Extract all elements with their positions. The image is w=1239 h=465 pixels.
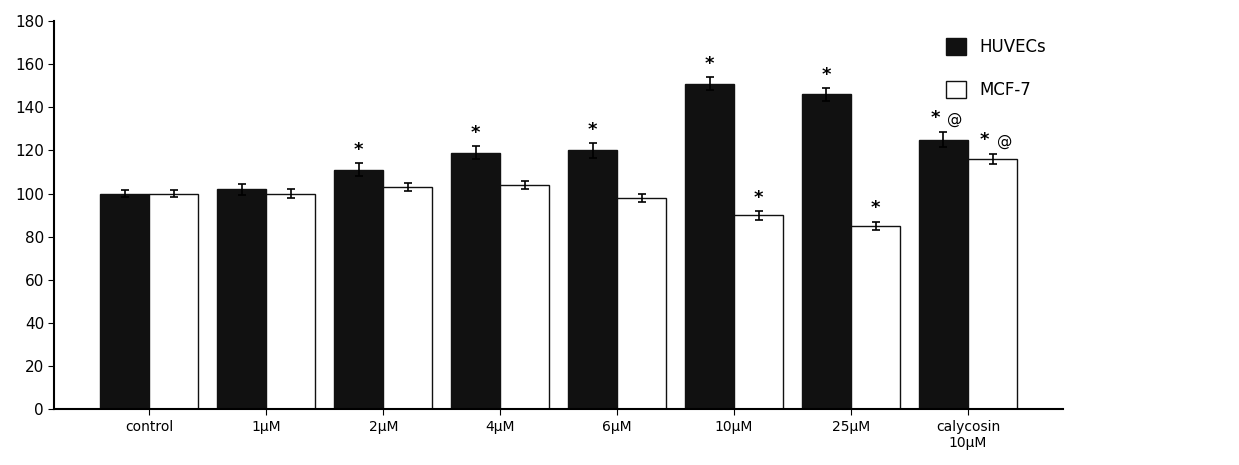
Bar xyxy=(802,94,851,409)
Text: @: @ xyxy=(996,134,1012,149)
Text: *: * xyxy=(980,132,989,149)
Text: *: * xyxy=(753,189,763,206)
Text: *: * xyxy=(705,55,714,73)
Bar xyxy=(919,140,968,409)
Bar xyxy=(617,198,667,409)
Text: @: @ xyxy=(948,112,963,127)
Text: *: * xyxy=(821,66,831,84)
Bar xyxy=(451,153,501,409)
Bar xyxy=(100,193,150,409)
Bar xyxy=(335,170,383,409)
Bar xyxy=(851,226,901,409)
Text: *: * xyxy=(471,124,481,142)
Text: *: * xyxy=(871,199,881,217)
Bar xyxy=(567,151,617,409)
Text: *: * xyxy=(930,109,940,127)
Bar xyxy=(685,84,733,409)
Bar xyxy=(383,187,432,409)
Legend: HUVECs, MCF-7: HUVECs, MCF-7 xyxy=(938,29,1054,107)
Bar xyxy=(217,189,266,409)
Bar xyxy=(968,159,1017,409)
Text: *: * xyxy=(354,141,363,159)
Bar xyxy=(501,185,549,409)
Bar xyxy=(150,193,198,409)
Text: *: * xyxy=(587,120,597,139)
Bar xyxy=(266,193,316,409)
Bar xyxy=(733,215,783,409)
